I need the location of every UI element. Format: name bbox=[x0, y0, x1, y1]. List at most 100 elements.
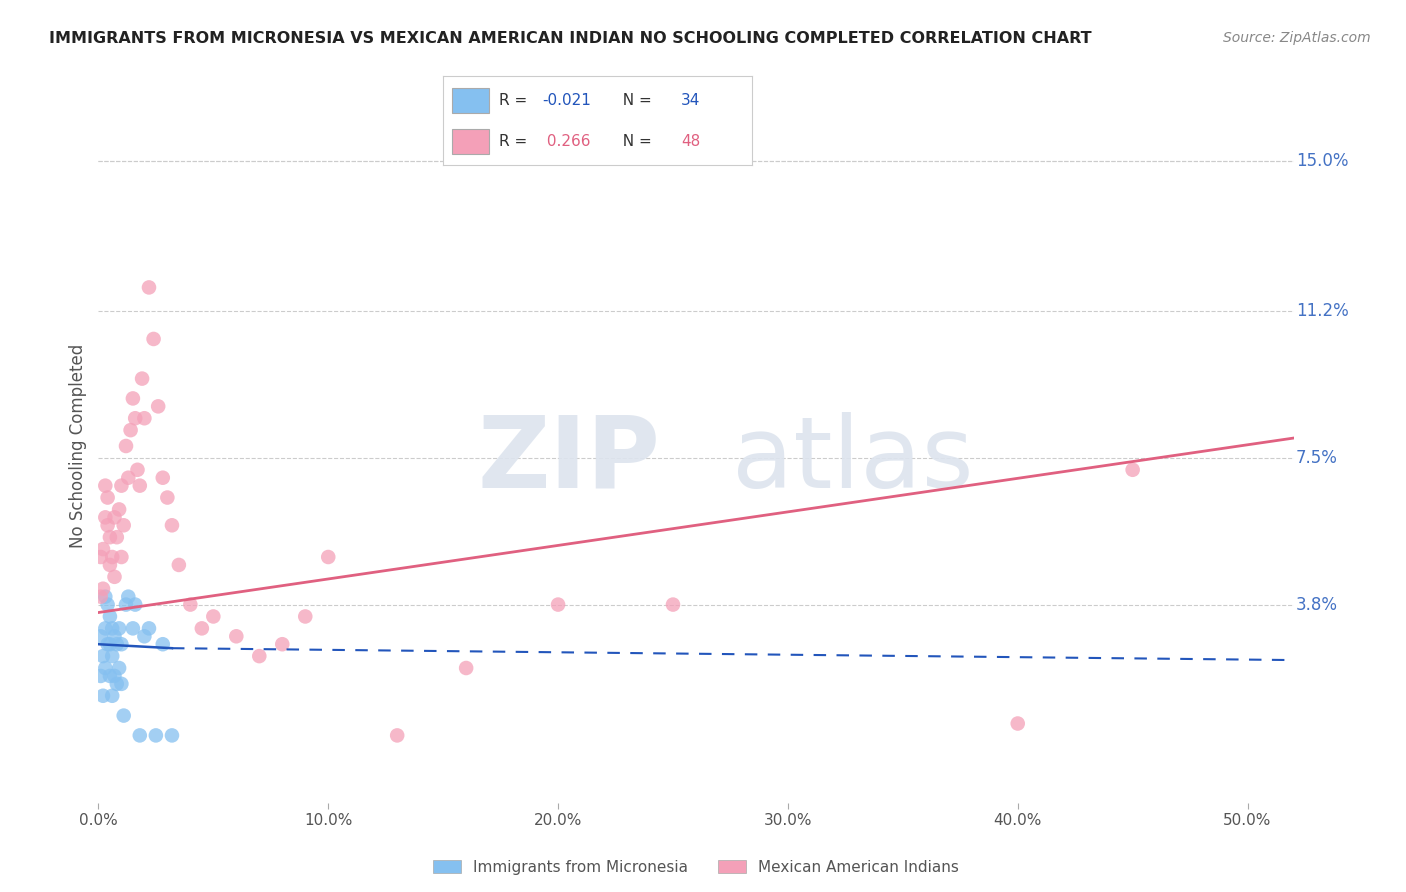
Point bbox=[94, 621, 117, 635]
Point bbox=[108, 661, 131, 675]
Point bbox=[98, 558, 121, 572]
Point bbox=[94, 478, 117, 492]
Point bbox=[91, 542, 114, 557]
Point bbox=[101, 549, 124, 564]
Point bbox=[156, 491, 179, 505]
Point bbox=[117, 590, 139, 604]
Point bbox=[138, 621, 160, 635]
Point bbox=[97, 518, 120, 533]
Text: Source: ZipAtlas.com: Source: ZipAtlas.com bbox=[1223, 31, 1371, 45]
Point bbox=[101, 689, 124, 703]
Point bbox=[145, 728, 167, 742]
Point bbox=[127, 463, 149, 477]
Point bbox=[316, 549, 339, 564]
FancyBboxPatch shape bbox=[453, 88, 489, 113]
Point bbox=[142, 332, 165, 346]
Text: 48: 48 bbox=[681, 135, 700, 149]
Point bbox=[271, 637, 294, 651]
Legend: Immigrants from Micronesia, Mexican American Indians: Immigrants from Micronesia, Mexican Amer… bbox=[427, 854, 965, 880]
Point bbox=[105, 530, 128, 544]
Point bbox=[103, 629, 125, 643]
Point bbox=[112, 708, 135, 723]
Point bbox=[90, 629, 112, 643]
Point bbox=[152, 471, 174, 485]
Point bbox=[179, 598, 201, 612]
Point bbox=[105, 637, 128, 651]
Point bbox=[134, 411, 156, 425]
Point bbox=[662, 598, 685, 612]
Point bbox=[91, 649, 114, 664]
Point bbox=[110, 549, 132, 564]
Point bbox=[160, 728, 183, 742]
Point bbox=[152, 637, 174, 651]
Point bbox=[91, 582, 114, 596]
Point bbox=[112, 518, 135, 533]
Point bbox=[91, 689, 114, 703]
Point bbox=[191, 621, 214, 635]
Text: R =: R = bbox=[499, 94, 531, 108]
Point bbox=[122, 392, 145, 406]
Point bbox=[97, 598, 120, 612]
Point bbox=[110, 478, 132, 492]
Text: N =: N = bbox=[613, 135, 657, 149]
Point bbox=[103, 669, 125, 683]
Point bbox=[128, 478, 150, 492]
Point bbox=[124, 598, 146, 612]
Text: 0.266: 0.266 bbox=[541, 135, 591, 149]
Point bbox=[110, 677, 132, 691]
Point bbox=[385, 728, 409, 742]
Point bbox=[97, 491, 120, 505]
Point bbox=[98, 609, 121, 624]
Text: IMMIGRANTS FROM MICRONESIA VS MEXICAN AMERICAN INDIAN NO SCHOOLING COMPLETED COR: IMMIGRANTS FROM MICRONESIA VS MEXICAN AM… bbox=[49, 31, 1092, 46]
Point bbox=[98, 637, 121, 651]
Point bbox=[94, 661, 117, 675]
Point bbox=[108, 502, 131, 516]
Point bbox=[103, 570, 125, 584]
Point bbox=[94, 590, 117, 604]
FancyBboxPatch shape bbox=[453, 129, 489, 154]
Text: N =: N = bbox=[613, 94, 657, 108]
Point bbox=[247, 649, 270, 664]
Text: 15.0%: 15.0% bbox=[1296, 152, 1348, 169]
Point bbox=[294, 609, 316, 624]
Point bbox=[101, 649, 124, 664]
Text: ZIP: ZIP bbox=[477, 412, 661, 508]
Text: R =: R = bbox=[499, 135, 531, 149]
Point bbox=[128, 728, 150, 742]
Point bbox=[90, 549, 112, 564]
Text: 3.8%: 3.8% bbox=[1296, 596, 1339, 614]
Point bbox=[124, 411, 146, 425]
Point bbox=[98, 530, 121, 544]
Point bbox=[108, 621, 131, 635]
Text: 11.2%: 11.2% bbox=[1296, 302, 1348, 320]
Point bbox=[148, 400, 170, 414]
Point bbox=[90, 590, 112, 604]
Point bbox=[547, 598, 569, 612]
Point bbox=[97, 637, 120, 651]
Point bbox=[90, 669, 112, 683]
Text: -0.021: -0.021 bbox=[541, 94, 591, 108]
Point bbox=[115, 439, 138, 453]
Point bbox=[105, 677, 128, 691]
Point bbox=[120, 423, 142, 437]
Point bbox=[122, 621, 145, 635]
Point bbox=[138, 280, 160, 294]
Point bbox=[225, 629, 247, 643]
Y-axis label: No Schooling Completed: No Schooling Completed bbox=[69, 344, 87, 548]
Point bbox=[160, 518, 183, 533]
Point bbox=[167, 558, 190, 572]
Text: 34: 34 bbox=[681, 94, 700, 108]
Point bbox=[117, 471, 139, 485]
Text: atlas: atlas bbox=[733, 412, 973, 508]
Point bbox=[98, 669, 121, 683]
Point bbox=[115, 598, 138, 612]
Point bbox=[202, 609, 225, 624]
Point bbox=[110, 637, 132, 651]
Point bbox=[456, 661, 478, 675]
Point bbox=[1007, 716, 1029, 731]
Point bbox=[103, 510, 125, 524]
Point bbox=[1122, 463, 1144, 477]
Text: 7.5%: 7.5% bbox=[1296, 449, 1337, 467]
Point bbox=[134, 629, 156, 643]
Point bbox=[101, 621, 124, 635]
